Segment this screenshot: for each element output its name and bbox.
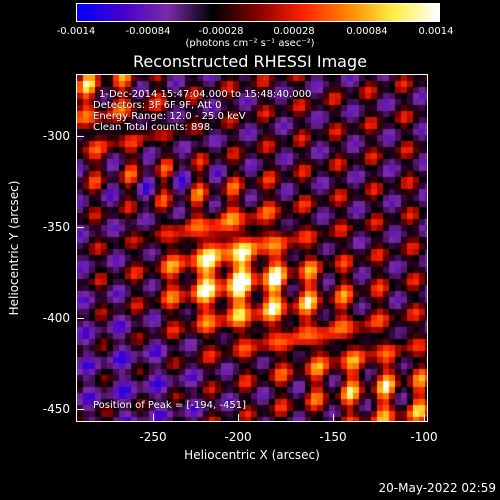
info-time-range: 1-Dec-2014 15:47:04.000 to 15:48:40.000 <box>99 89 312 100</box>
y-tick-label: -400 <box>42 311 70 325</box>
info-total-counts: Clean Total counts: 898. <box>93 122 214 133</box>
peak-position: Position of Peak = [-194, -451] <box>93 400 246 411</box>
info-detectors: Detectors: 3F 6F 9F, Att 0 <box>93 100 222 111</box>
colorbar-tick: -0.0014 <box>56 26 96 37</box>
x-tick-label: -100 <box>410 430 438 444</box>
image-title: Reconstructed RHESSI Image <box>133 52 367 71</box>
y-tick-label: -300 <box>42 129 70 143</box>
x-tick-label: -150 <box>319 430 347 444</box>
y-tick-label: -350 <box>42 220 70 234</box>
image-plot-area: 1-Dec-2014 15:47:04.000 to 15:48:40.000 … <box>76 74 428 422</box>
colorbar <box>76 3 440 22</box>
x-axis-label: Heliocentric X (arcsec) <box>184 448 320 462</box>
colorbar-tick: 0.00084 <box>346 26 388 37</box>
y-tick-label: -450 <box>42 402 70 416</box>
colorbar-unit-label: (photons cm⁻² s⁻¹ asec⁻²) <box>185 38 315 49</box>
colorbar-tick: 0.00028 <box>273 26 315 37</box>
info-energy-range: Energy Range: 12.0 - 25.0 keV <box>93 111 246 122</box>
colorbar-tick: 0.0014 <box>418 26 454 37</box>
x-tick-label: -250 <box>139 430 167 444</box>
y-axis-label: Heliocentric Y (arcsec) <box>7 180 21 316</box>
timestamp: 20-May-2022 02:59 <box>378 481 496 495</box>
colorbar-tick: -0.00084 <box>125 26 171 37</box>
colorbar-tick: -0.00028 <box>198 26 244 37</box>
rhessi-image <box>77 75 427 421</box>
x-tick-label: -200 <box>224 430 252 444</box>
